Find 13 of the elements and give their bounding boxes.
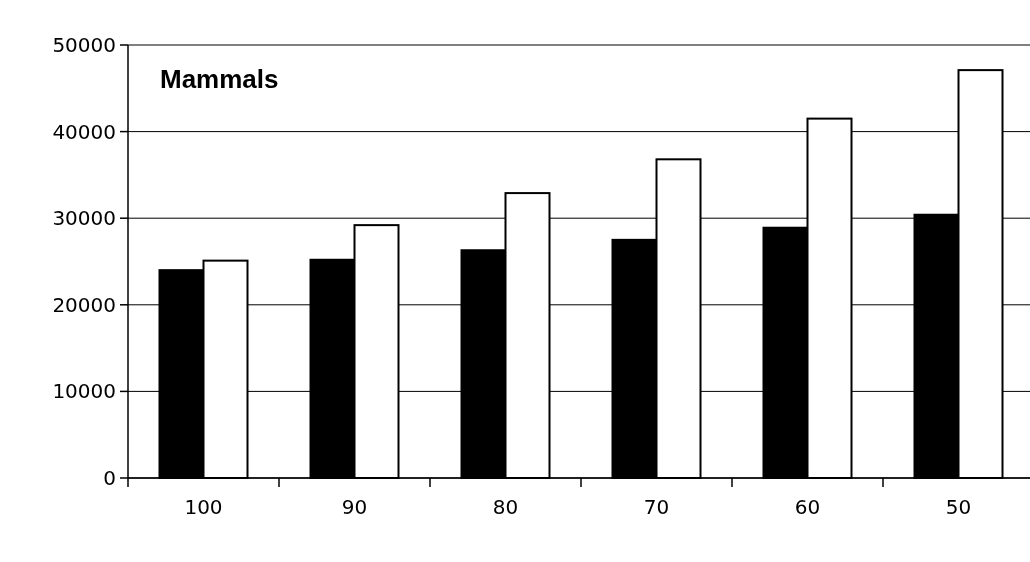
x-tick-label: 100 xyxy=(184,495,223,519)
x-tick-label: 60 xyxy=(794,495,821,519)
y-tick-label: 0 xyxy=(103,466,116,490)
x-tick-label: 80 xyxy=(492,495,519,519)
y-tick-label: 30000 xyxy=(52,206,116,231)
x-tick-label: 70 xyxy=(643,495,670,519)
y-tick-label: 20000 xyxy=(52,292,116,317)
text: Mammals xyxy=(160,64,279,94)
x-tick-label: 50 xyxy=(945,495,972,519)
y-tick-label: 50000 xyxy=(52,33,116,57)
x-tick-label: 90 xyxy=(341,495,368,519)
y-tick-label: 40000 xyxy=(52,119,116,144)
y-tick-label: 10000 xyxy=(52,379,116,404)
